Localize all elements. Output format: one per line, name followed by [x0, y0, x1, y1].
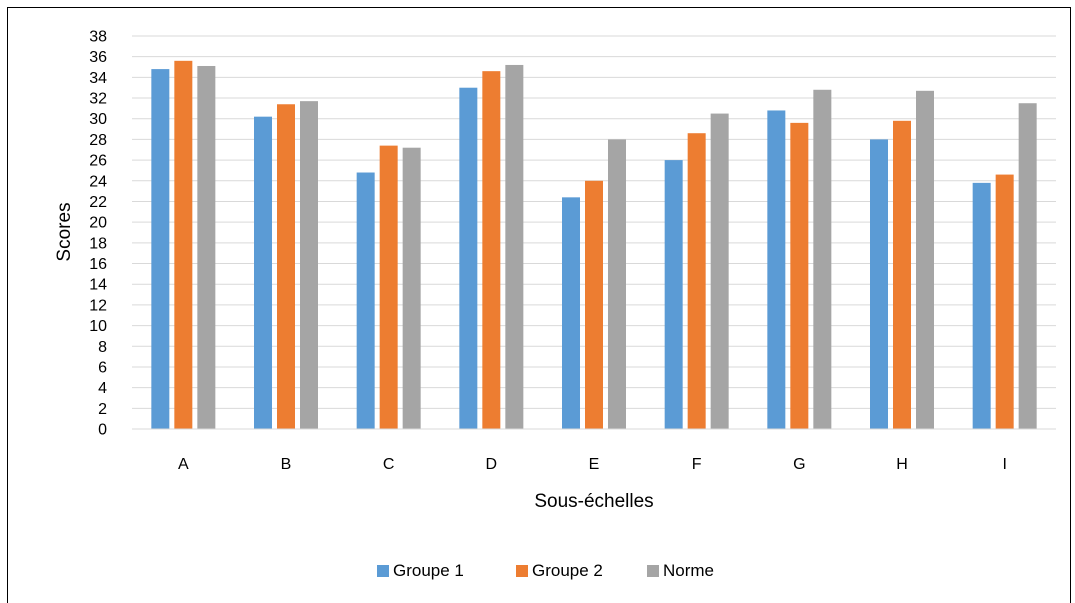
y-tick-label: 22 — [89, 194, 107, 211]
bar — [254, 116, 272, 429]
y-tick-label: 32 — [89, 91, 107, 108]
bar — [505, 64, 524, 430]
y-tick-label: 0 — [98, 422, 107, 439]
bars — [151, 60, 1037, 430]
y-tick-label: 4 — [98, 380, 107, 397]
bar — [893, 120, 911, 429]
x-tick-label: B — [281, 456, 292, 473]
x-tick-label: I — [1002, 456, 1006, 473]
y-tick-label: 18 — [89, 235, 107, 252]
bar — [767, 110, 786, 429]
legend-swatch — [647, 565, 659, 577]
bar — [972, 182, 991, 429]
bar — [916, 90, 934, 429]
bar — [710, 113, 729, 429]
y-tick-label: 30 — [89, 111, 107, 128]
legend-swatch — [377, 565, 389, 577]
y-tick-label: 20 — [89, 215, 107, 232]
y-tick-label: 8 — [98, 339, 107, 356]
bar — [482, 71, 501, 430]
legend-swatch — [516, 565, 528, 577]
y-tick-label: 26 — [89, 153, 107, 170]
bar — [813, 89, 832, 430]
legend: Groupe 1 Groupe 2 Norme — [377, 561, 714, 580]
x-tick-label: F — [692, 456, 702, 473]
x-tick-label: C — [383, 456, 395, 473]
x-tick-label: E — [589, 456, 600, 473]
bar — [197, 65, 216, 430]
y-tick-label: 34 — [89, 70, 107, 87]
bar — [459, 87, 478, 430]
bar — [664, 160, 683, 429]
bar — [277, 104, 295, 429]
bar — [300, 101, 318, 429]
bar — [585, 180, 603, 429]
x-axis-ticks: A B C D E F G H I — [178, 456, 1007, 473]
y-tick-label: 16 — [89, 256, 107, 273]
legend-label: Groupe 1 — [393, 561, 464, 580]
legend-label: Norme — [663, 561, 714, 580]
bar — [608, 139, 626, 429]
y-tick-label: 12 — [89, 297, 107, 314]
bar — [562, 197, 580, 429]
x-tick-label: H — [896, 456, 908, 473]
y-axis-title: Scores — [54, 202, 75, 261]
y-tick-label: 38 — [89, 29, 107, 46]
bar — [174, 60, 193, 430]
y-tick-label: 24 — [89, 173, 107, 190]
x-axis-title: Sous-échelles — [534, 491, 653, 512]
bar — [379, 145, 398, 429]
y-tick-label: 10 — [89, 318, 107, 335]
y-tick-label: 6 — [98, 359, 107, 376]
bar — [995, 174, 1014, 429]
y-tick-label: 2 — [98, 401, 107, 418]
x-tick-label: D — [486, 456, 498, 473]
legend-label: Groupe 2 — [532, 561, 603, 580]
x-tick-label: G — [793, 456, 805, 473]
bar — [151, 69, 170, 430]
bar — [356, 172, 375, 429]
y-tick-label: 36 — [89, 49, 107, 66]
bar — [687, 133, 706, 429]
bar — [870, 139, 888, 429]
y-tick-label: 14 — [89, 277, 107, 294]
chart-frame — [7, 7, 1071, 603]
x-tick-label: A — [178, 456, 189, 473]
bar — [402, 147, 421, 429]
y-tick-label: 28 — [89, 132, 107, 149]
bar — [790, 122, 809, 429]
bar — [1018, 103, 1037, 429]
